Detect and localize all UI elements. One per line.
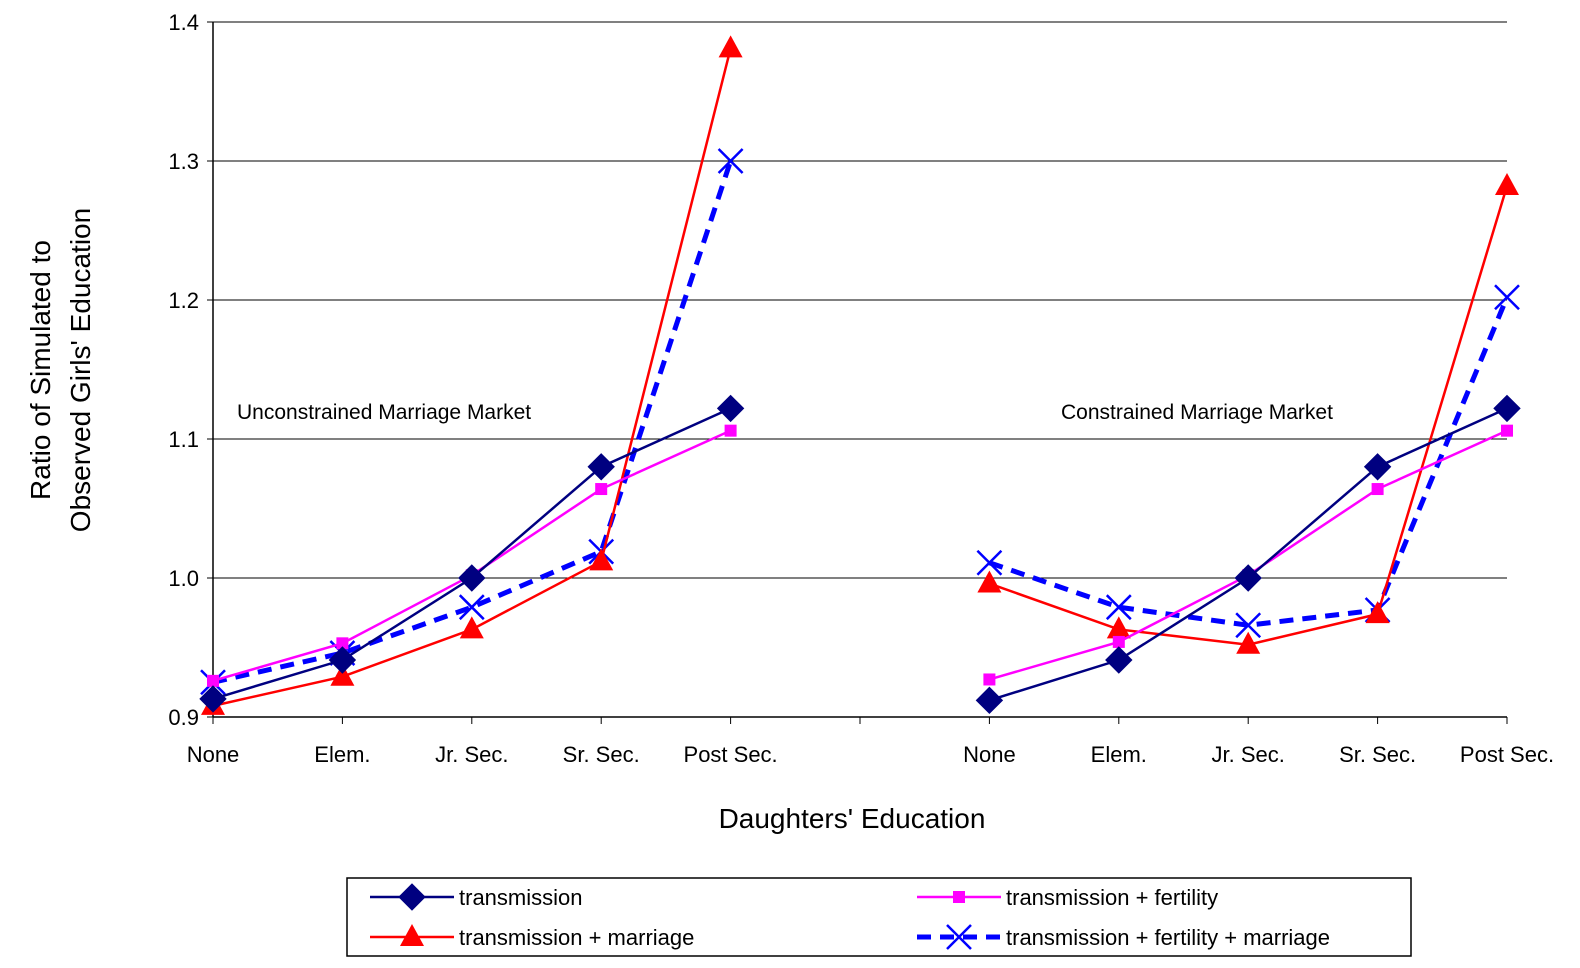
data-point — [595, 483, 608, 496]
series-transmission-fertility-panel-1 — [207, 424, 737, 687]
data-point — [1363, 453, 1392, 481]
data-point — [716, 394, 745, 423]
data-point — [1105, 646, 1133, 674]
x-tick-label: None — [963, 742, 1016, 767]
data-point — [1494, 284, 1520, 311]
x-tick-label: Jr. Sec. — [435, 742, 508, 767]
x-tick-label: Post Sec. — [1460, 742, 1554, 767]
series-group — [199, 35, 1521, 715]
legend-marker — [953, 891, 965, 903]
y-tick-label: 1.3 — [168, 149, 199, 174]
legend-label: transmission + fertility + marriage — [1006, 925, 1330, 950]
data-point — [975, 686, 1004, 715]
data-point — [717, 148, 744, 174]
x-tick-label: None — [187, 742, 240, 767]
legend-marker — [400, 924, 424, 946]
data-point — [976, 549, 1003, 576]
x-tick-label: Elem. — [314, 742, 370, 767]
data-point — [724, 424, 737, 437]
series-transmission-panel-1 — [199, 394, 745, 713]
legend-item-transmission-fertility-marriage: transmission + fertility + marriage — [917, 924, 1330, 950]
annotation-unconstrained: Unconstrained Marriage Market — [237, 401, 531, 424]
data-point — [1495, 173, 1519, 196]
annotation-constrained: Constrained Marriage Market — [1061, 401, 1333, 424]
series-transmission-fertility-marriage-panel-2 — [976, 284, 1520, 639]
axes: 0.9 1.0 1.1 1.2 1.3 1.4 None Elem. Jr. Sec. Sr. S… — [168, 10, 1554, 767]
y-axis-title: Ratio of Simulated to Observed Girls' Edu… — [25, 208, 96, 532]
legend-label: transmission + marriage — [459, 925, 694, 950]
data-point — [1235, 612, 1262, 639]
x-tick-label: Jr. Sec. — [1212, 742, 1285, 767]
data-point — [589, 548, 614, 571]
data-point — [459, 616, 484, 639]
data-point — [336, 637, 349, 650]
data-point — [1501, 424, 1513, 437]
legend-marker — [398, 883, 426, 911]
x-tick-label: Elem. — [1091, 742, 1147, 767]
legend-label: transmission + fertility — [1006, 885, 1218, 910]
data-point — [1365, 601, 1390, 624]
data-point — [1371, 483, 1384, 496]
legend-label: transmission — [459, 885, 582, 910]
data-point — [977, 570, 1002, 593]
x-tick-label: Sr. Sec. — [1339, 742, 1416, 767]
series-transmission-marriage-panel-1 — [201, 35, 743, 715]
series-transmission-panel-2 — [975, 394, 1521, 715]
y-axis-title-line: Ratio of Simulated to — [25, 240, 56, 500]
data-point — [1493, 394, 1521, 423]
data-point — [587, 453, 615, 481]
series-line — [212, 429, 732, 683]
series-line — [988, 296, 1510, 628]
y-tick-label: 1.2 — [168, 288, 199, 313]
legend-marker — [946, 924, 972, 950]
data-point — [1105, 594, 1132, 621]
y-tick-label: 1.4 — [168, 10, 199, 35]
legend-item-transmission-fertility: transmission + fertility — [917, 885, 1218, 910]
y-tick-label: 0.9 — [168, 705, 199, 730]
data-point — [328, 646, 357, 674]
legend-item-transmission-marriage: transmission + marriage — [370, 924, 694, 950]
legend-item-transmission: transmission — [370, 883, 582, 911]
data-point — [458, 564, 486, 592]
data-point — [458, 594, 485, 621]
x-tick-label: Sr. Sec. — [563, 742, 640, 767]
data-point — [1112, 635, 1125, 648]
data-point — [207, 674, 219, 687]
data-point — [718, 35, 743, 58]
data-point — [1106, 616, 1131, 639]
y-axis-title-line: Observed Girls' Education — [65, 208, 96, 532]
gridlines — [213, 21, 1507, 579]
legend: transmission transmission + fertility tran… — [346, 877, 1412, 957]
x-axis-title: Daughters' Education — [719, 803, 986, 834]
y-tick-label: 1.1 — [168, 427, 199, 452]
data-point — [1234, 564, 1262, 592]
series-transmission-marriage-panel-2 — [977, 173, 1519, 654]
x-tick-label: Post Sec. — [684, 742, 778, 767]
data-point — [983, 673, 996, 686]
y-tick-label: 1.0 — [168, 566, 199, 591]
data-point — [1236, 631, 1261, 654]
data-point — [330, 663, 355, 686]
series-line — [212, 407, 732, 701]
legend-box — [346, 877, 1412, 957]
data-point — [199, 685, 227, 713]
